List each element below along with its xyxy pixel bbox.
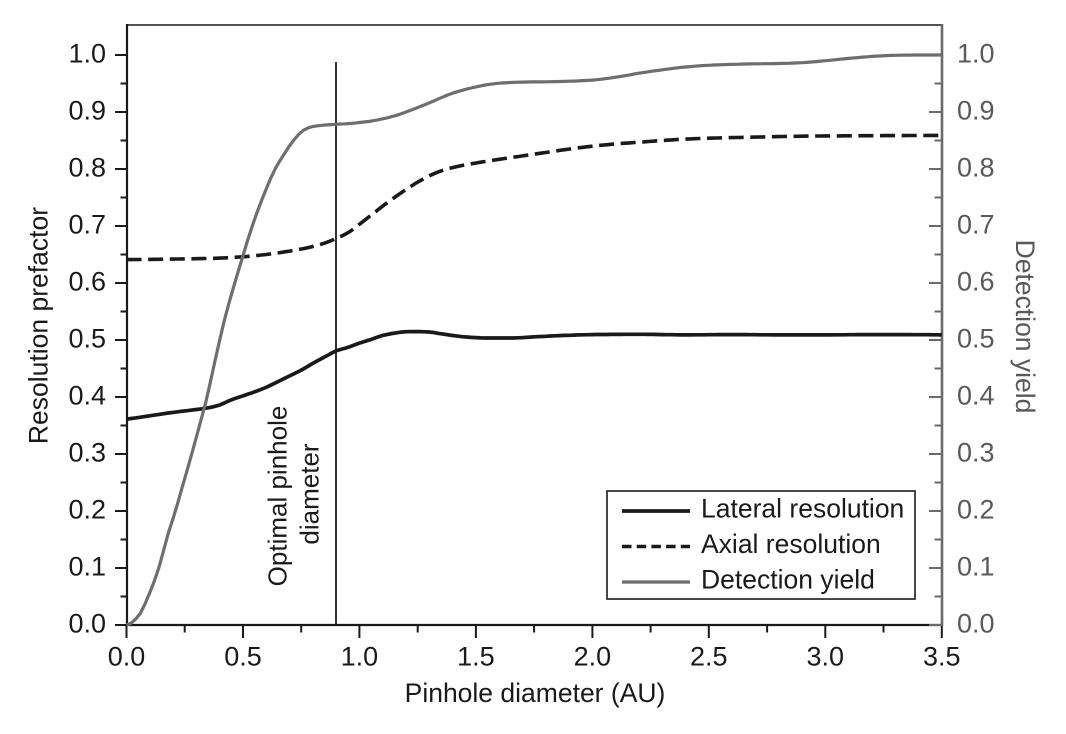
svg-text:Optimal pinhole: Optimal pinhole — [263, 406, 293, 587]
svg-text:Lateral resolution: Lateral resolution — [701, 494, 904, 524]
svg-text:0.1: 0.1 — [957, 552, 995, 582]
svg-text:0.1: 0.1 — [68, 552, 106, 582]
svg-text:3.0: 3.0 — [807, 641, 845, 671]
svg-text:3.5: 3.5 — [923, 641, 961, 671]
svg-text:0.9: 0.9 — [957, 96, 995, 126]
svg-text:Pinhole diameter (AU): Pinhole diameter (AU) — [405, 678, 666, 708]
svg-text:1.5: 1.5 — [457, 641, 495, 671]
svg-text:0.0: 0.0 — [108, 641, 146, 671]
svg-text:Axial resolution: Axial resolution — [701, 529, 881, 559]
svg-text:0.6: 0.6 — [957, 267, 995, 297]
svg-text:0.3: 0.3 — [957, 438, 995, 468]
svg-text:0.8: 0.8 — [957, 153, 995, 183]
svg-text:1.0: 1.0 — [957, 39, 995, 69]
svg-text:0.5: 0.5 — [957, 324, 995, 354]
svg-text:0.7: 0.7 — [68, 210, 106, 240]
svg-text:0.4: 0.4 — [68, 381, 106, 411]
svg-text:0.9: 0.9 — [68, 96, 106, 126]
svg-text:2.0: 2.0 — [574, 641, 612, 671]
svg-text:1.0: 1.0 — [341, 641, 379, 671]
svg-text:Detection yield: Detection yield — [1010, 240, 1040, 414]
svg-text:0.5: 0.5 — [68, 324, 106, 354]
svg-text:2.5: 2.5 — [690, 641, 728, 671]
svg-text:0.2: 0.2 — [68, 495, 106, 525]
svg-text:0.5: 0.5 — [224, 641, 262, 671]
svg-text:diameter: diameter — [295, 443, 325, 544]
svg-text:0.7: 0.7 — [957, 210, 995, 240]
svg-text:0.3: 0.3 — [68, 438, 106, 468]
svg-text:1.0: 1.0 — [68, 39, 106, 69]
svg-text:0.8: 0.8 — [68, 153, 106, 183]
svg-text:Detection yield: Detection yield — [701, 565, 875, 595]
svg-text:0.0: 0.0 — [68, 609, 106, 639]
svg-text:0.2: 0.2 — [957, 495, 995, 525]
svg-text:0.4: 0.4 — [957, 381, 995, 411]
svg-text:0.0: 0.0 — [957, 609, 995, 639]
svg-text:Resolution prefactor: Resolution prefactor — [24, 207, 54, 444]
svg-text:0.6: 0.6 — [68, 267, 106, 297]
